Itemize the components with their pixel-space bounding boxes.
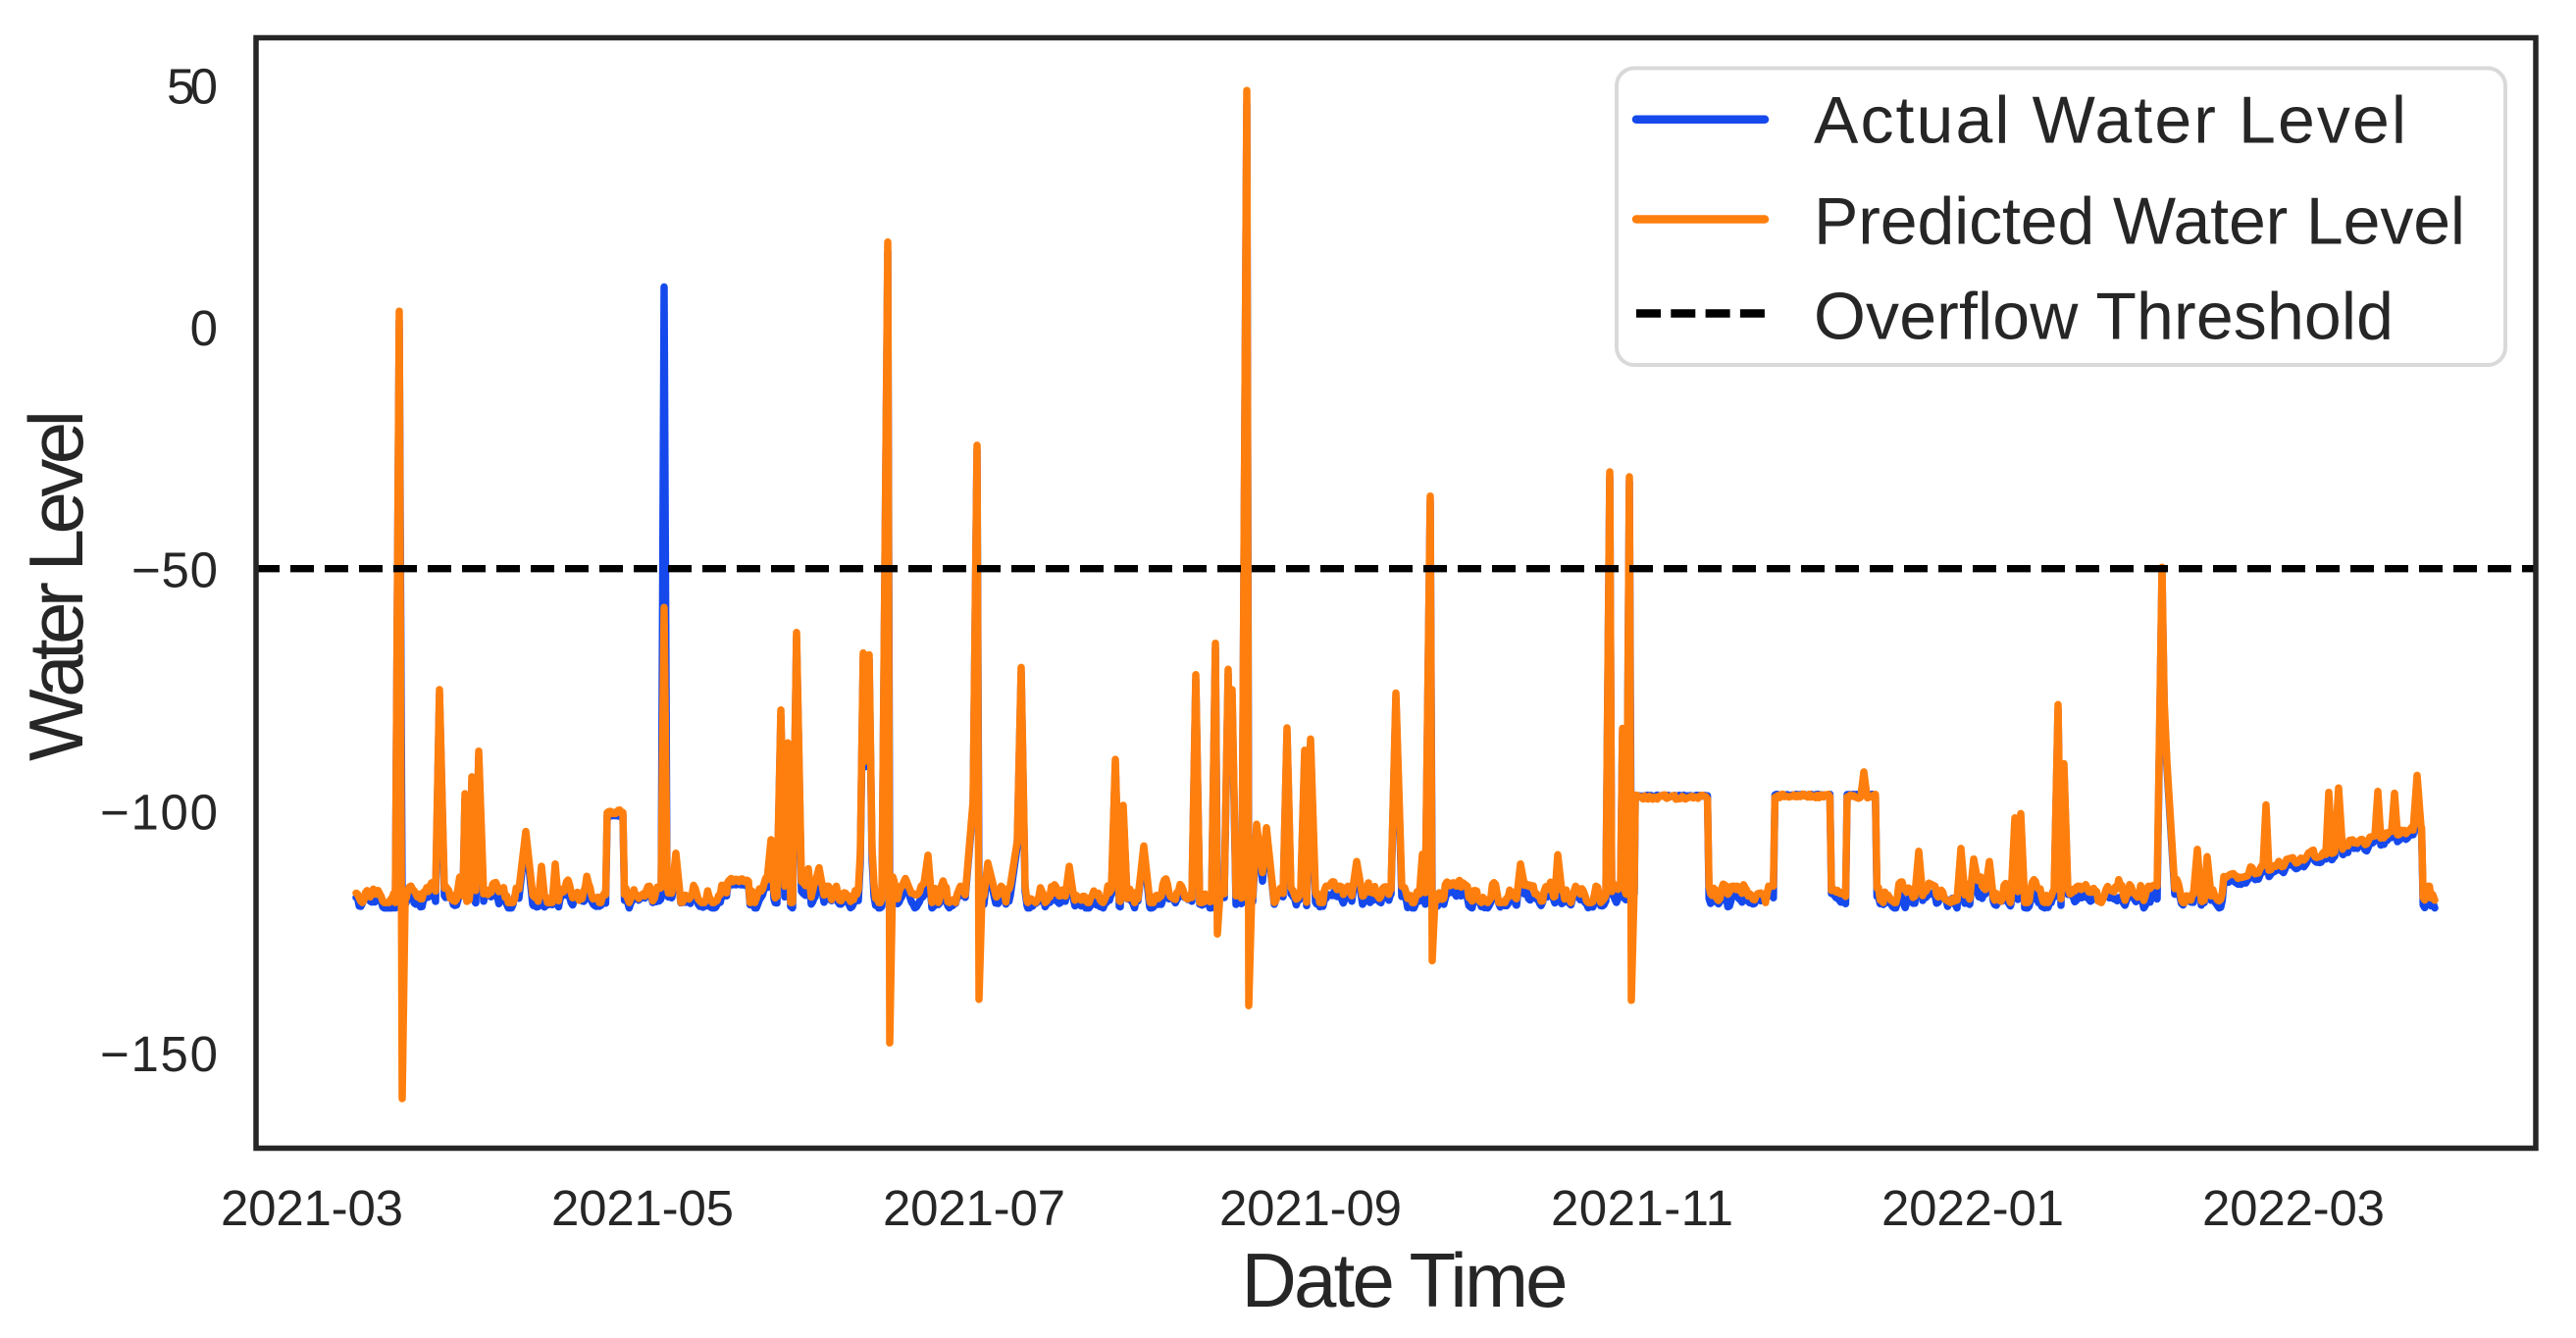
svg-text:2021-09: 2021-09 (1219, 1180, 1402, 1236)
svg-text:Water Level: Water Level (13, 410, 99, 761)
svg-text:Date Time: Date Time (1242, 1237, 1569, 1323)
svg-text:Overflow Threshold: Overflow Threshold (1814, 280, 2394, 354)
svg-text:2021-05: 2021-05 (551, 1180, 734, 1236)
svg-text:2021-07: 2021-07 (883, 1180, 1065, 1236)
svg-text:2022-03: 2022-03 (2202, 1180, 2385, 1236)
svg-text:2021-11: 2021-11 (1551, 1180, 1733, 1236)
svg-text:0: 0 (190, 300, 218, 356)
svg-text:Predicted Water Level: Predicted Water Level (1814, 184, 2465, 259)
svg-text:2021-03: 2021-03 (221, 1180, 403, 1236)
svg-text:Actual Water Level: Actual Water Level (1814, 83, 2406, 158)
svg-text:50: 50 (167, 58, 218, 114)
svg-text:−50: −50 (131, 542, 218, 598)
svg-text:2022-01: 2022-01 (1881, 1180, 2064, 1236)
